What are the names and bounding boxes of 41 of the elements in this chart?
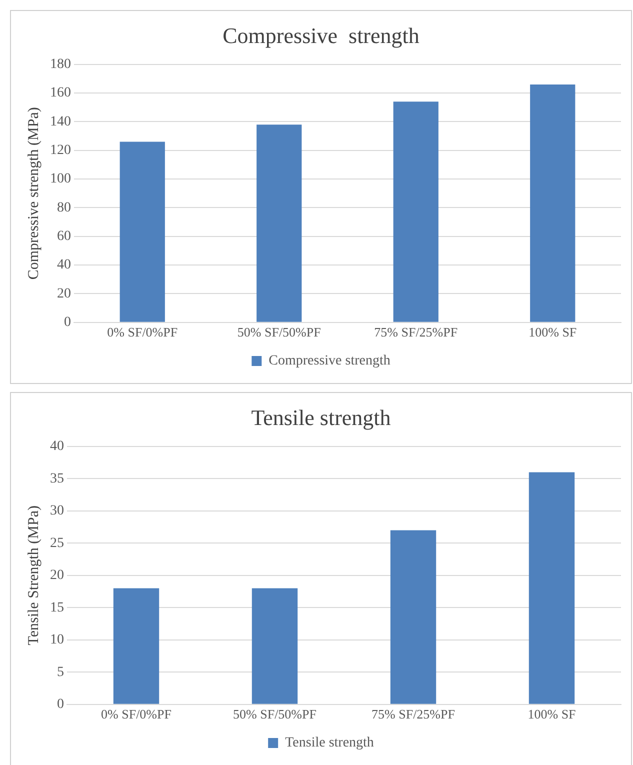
y-tick-label: 180: [50, 57, 71, 72]
y-tick-label: 20: [57, 286, 71, 302]
y-tick-label: 15: [50, 600, 64, 616]
y-tick-label: 30: [50, 504, 64, 519]
y-tick-label: 120: [50, 143, 71, 158]
y-tick-label: 5: [57, 664, 64, 680]
bar: [390, 530, 436, 704]
y-tick-label: 60: [57, 229, 71, 244]
bar: [113, 588, 160, 704]
bar: [252, 588, 298, 704]
bar: [256, 124, 302, 322]
bar: [120, 142, 165, 322]
bar: [530, 84, 576, 322]
legend-label: Tensile strength: [285, 736, 374, 751]
x-tick-label: 50% SF/50%PF: [237, 324, 321, 340]
bar: [528, 472, 575, 704]
y-tick-label: 80: [57, 200, 71, 216]
bar: [393, 102, 438, 322]
x-tick-label: 100% SF: [528, 324, 577, 340]
y-tick-label: 35: [50, 471, 64, 486]
chart-title: Tensile strength: [251, 404, 391, 430]
y-tick-label: 160: [50, 86, 71, 101]
y-axis-title: Compressive strength (MPa): [26, 107, 42, 280]
chart-title: Compressive strength: [222, 22, 420, 48]
y-tick-label: 0: [64, 315, 71, 330]
y-tick-label: 40: [57, 258, 71, 273]
y-tick-label: 10: [50, 632, 64, 648]
y-tick-label: 40: [50, 439, 64, 454]
x-tick-label: 75% SF/25%PF: [374, 324, 458, 340]
x-tick-label: 0% SF/0%PF: [107, 324, 178, 340]
x-tick-label: 0% SF/0%PF: [101, 706, 172, 722]
x-tick-label: 100% SF: [528, 706, 576, 722]
x-tick-label: 75% SF/25%PF: [372, 706, 455, 722]
y-tick-label: 0: [57, 697, 64, 712]
y-tick-label: 140: [50, 114, 71, 130]
y-tick-label: 25: [50, 536, 64, 551]
y-tick-label: 20: [50, 568, 64, 584]
y-axis-title: Tensile Strength (MPa): [26, 506, 42, 646]
legend-label: Compressive strength: [268, 354, 390, 369]
y-tick-label: 100: [50, 172, 71, 187]
x-tick-label: 50% SF/50%PF: [233, 706, 316, 722]
